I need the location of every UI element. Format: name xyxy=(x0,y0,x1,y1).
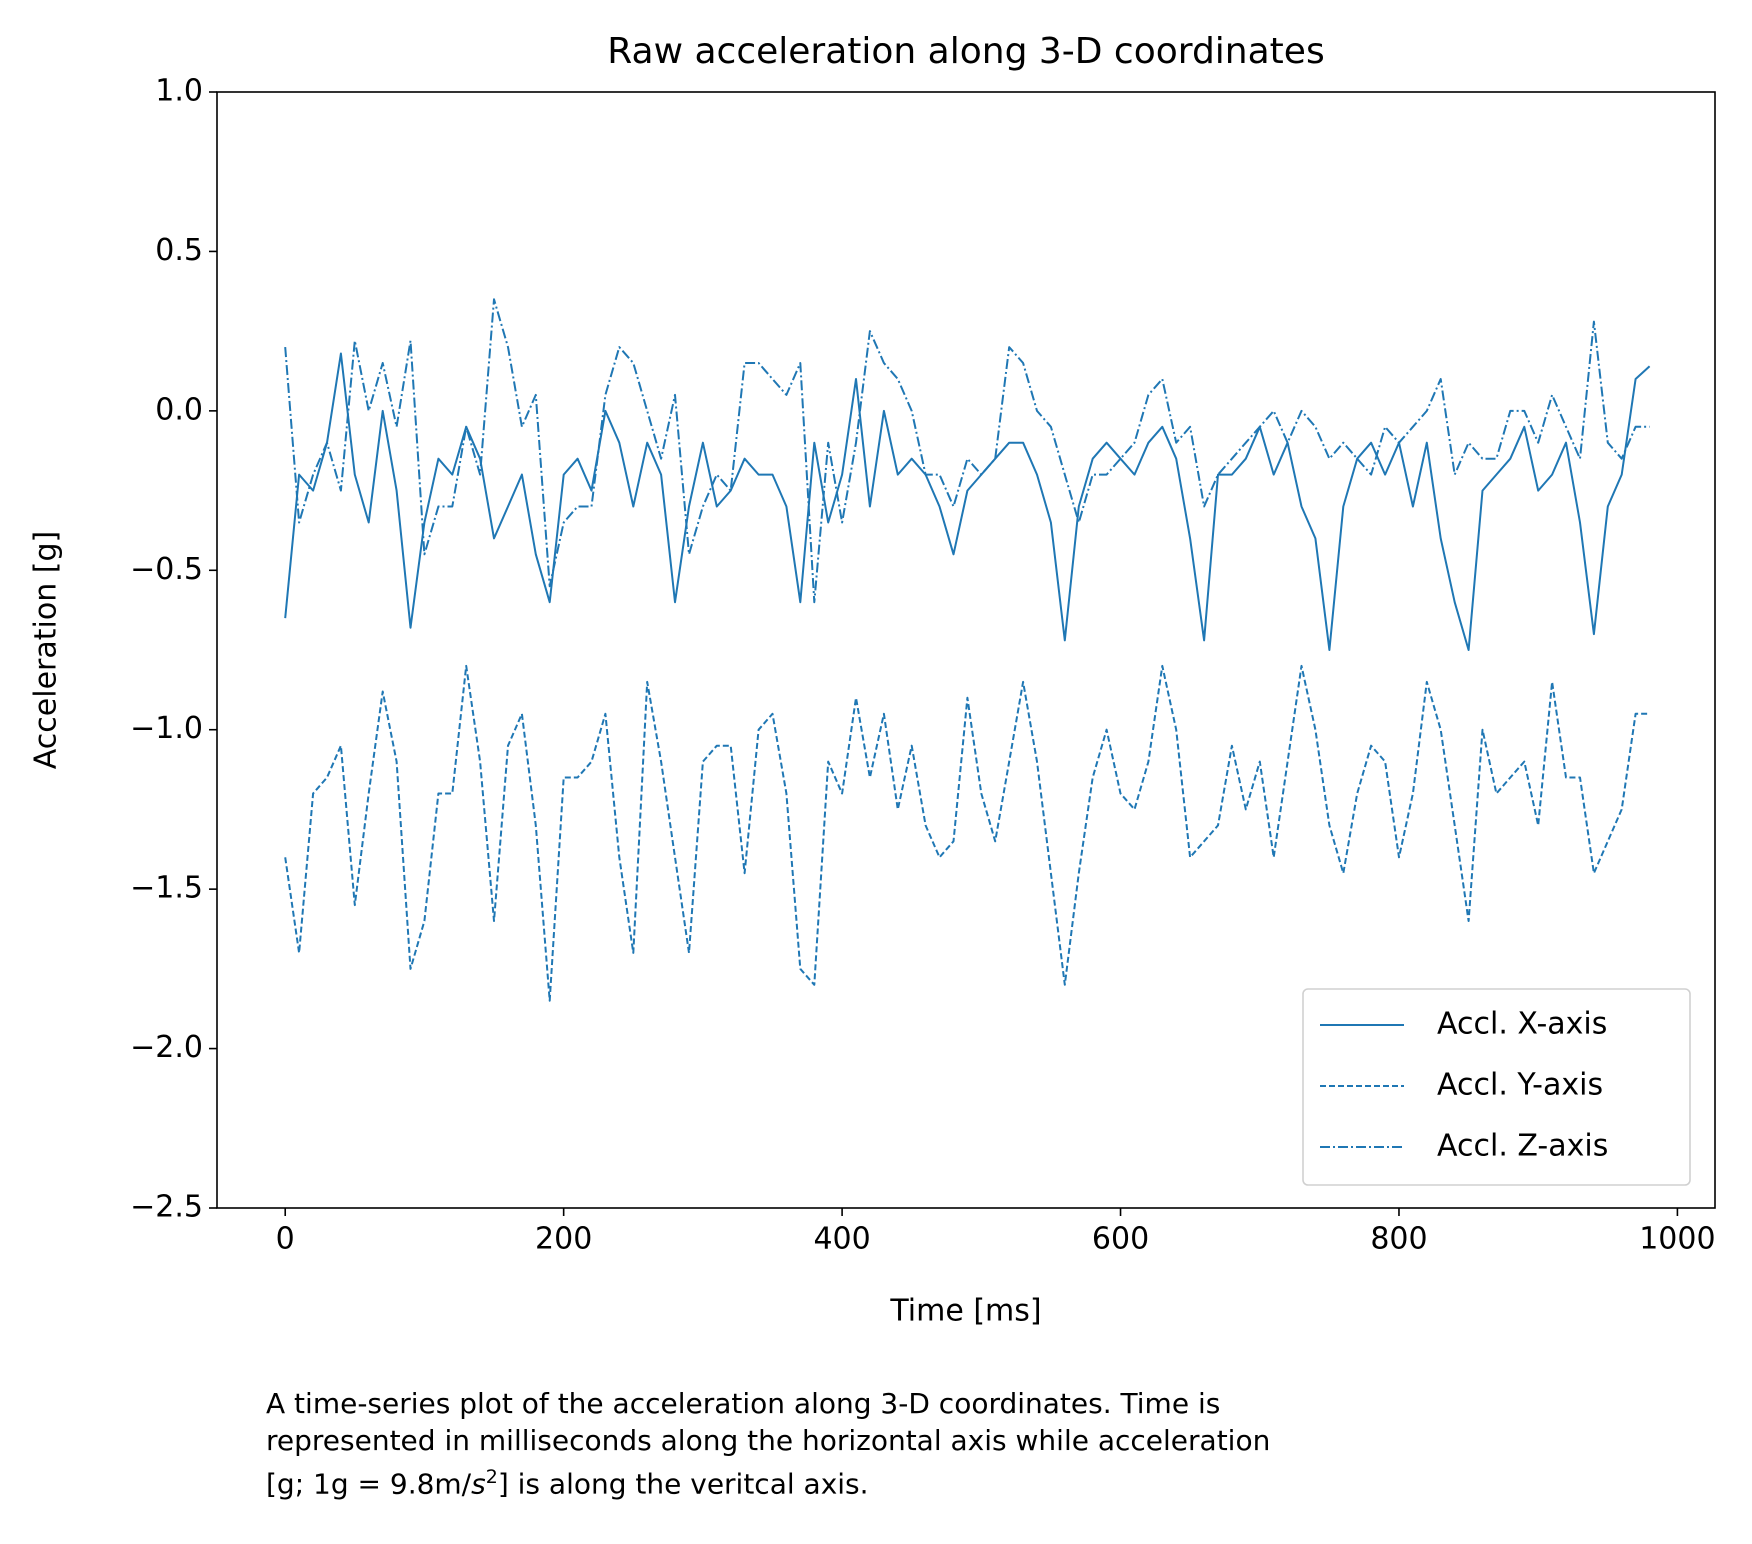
legend-box xyxy=(1302,988,1691,1186)
y-tick-label: 1.0 xyxy=(155,74,203,109)
y-axis-label: Acceleration [g] xyxy=(29,531,64,769)
data-line xyxy=(284,352,1651,651)
legend-label: Accl. Z-axis xyxy=(1437,1129,1608,1164)
y-tick-label: 0.0 xyxy=(155,392,203,427)
y-tick-label: −2.0 xyxy=(130,1030,203,1065)
caption: A time-series plot of the acceleration a… xyxy=(266,1385,1270,1502)
data-line xyxy=(284,664,1650,1002)
caption-line: represented in milliseconds along the ho… xyxy=(266,1424,1271,1457)
caption-text: ] is along the veritcal axis. xyxy=(497,1467,869,1501)
plot-frame xyxy=(216,91,1716,1209)
y-tick-label: 0.5 xyxy=(155,233,203,268)
x-axis-label: Time [ms] xyxy=(889,1294,1041,1329)
legend-label: Accl. Y-axis xyxy=(1437,1068,1603,1103)
caption-text: 2 xyxy=(485,1466,498,1488)
y-tick-label: −1.0 xyxy=(130,711,203,746)
caption-text: [g; 1g = 9.8m/ xyxy=(266,1467,472,1501)
y-tick-label: −0.5 xyxy=(130,552,203,587)
legend-label: Accl. X-axis xyxy=(1437,1007,1607,1042)
x-tick-label: 200 xyxy=(535,1222,592,1257)
y-tick-label: −1.5 xyxy=(130,871,203,906)
x-tick-label: 800 xyxy=(1370,1222,1427,1257)
caption-line: A time-series plot of the acceleration a… xyxy=(266,1387,1221,1420)
chart-title: Raw acceleration along 3-D coordinates xyxy=(607,31,1324,72)
data-line xyxy=(284,298,1650,604)
caption-text: s xyxy=(471,1467,486,1501)
x-tick-label: 600 xyxy=(1092,1222,1149,1257)
y-tick-label: −2.5 xyxy=(130,1190,203,1225)
x-tick-label: 400 xyxy=(813,1222,870,1257)
chart: Raw acceleration along 3-D coordinates T… xyxy=(29,31,1716,1329)
x-tick-label: 1000 xyxy=(1639,1222,1715,1257)
caption-line: [g; 1g = 9.8m/s2] is along the veritcal … xyxy=(266,1459,1270,1502)
x-tick-label: 0 xyxy=(276,1222,295,1257)
